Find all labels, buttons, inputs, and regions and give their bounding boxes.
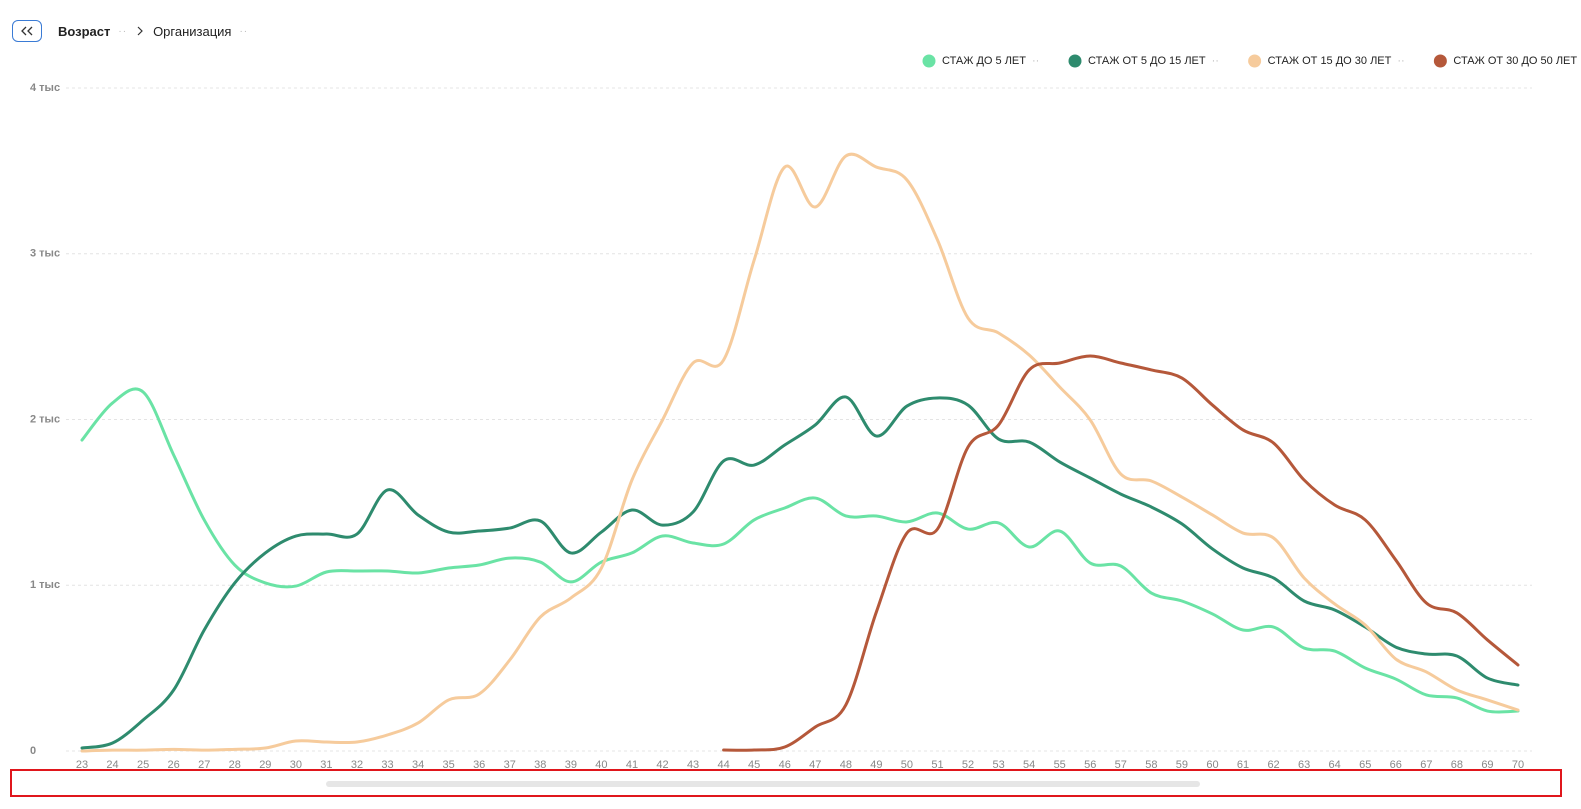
legend-item[interactable]: СТАЖ ОТ 30 ДО 50 ЛЕТ·· [1433,54,1581,68]
x-tick-label: 50 [901,759,913,771]
x-tick-label: 64 [1329,759,1341,771]
x-tick-label: 27 [198,759,210,771]
x-tick-label: 67 [1420,759,1432,771]
separator [137,26,143,36]
legend-label: СТАЖ ОТ 30 ДО 50 ЛЕТ [1453,55,1577,67]
x-tick-label: 60 [1206,759,1218,771]
x-tick-label: 70 [1512,759,1524,771]
x-tick-label: 47 [809,759,821,771]
y-tick-label: 2 тыс [30,413,60,425]
x-tick-label: 39 [565,759,577,771]
x-tick-label: 42 [656,759,668,771]
legend-label: СТАЖ ОТ 5 ДО 15 ЛЕТ [1088,55,1206,67]
x-tick-label: 49 [870,759,882,771]
scrollbar-thumb[interactable] [326,781,1200,787]
x-tick-label: 31 [320,759,332,771]
x-tick-label: 57 [1115,759,1127,771]
x-tick-label: 54 [1023,759,1035,771]
x-tick-label: 35 [443,759,455,771]
x-tick-label: 38 [534,759,546,771]
x-tick-label: 59 [1176,759,1188,771]
legend-swatch [922,54,936,68]
x-tick-label: 45 [748,759,760,771]
x-tick-label: 26 [168,759,180,771]
x-tick-label: 55 [1054,759,1066,771]
x-tick-label: 61 [1237,759,1249,771]
x-tick-label: 28 [229,759,241,771]
x-tick-label: 41 [626,759,638,771]
x-tick-label: 56 [1084,759,1096,771]
x-tick-label: 68 [1451,759,1463,771]
legend-item[interactable]: СТАЖ ДО 5 ЛЕТ ·· [922,54,1040,68]
series-line [722,354,1520,752]
menu-dots[interactable]: ·· [239,25,249,37]
highlight-box [10,769,1562,797]
menu-dots[interactable]: ·· [118,25,128,37]
x-tick-label: 34 [412,759,424,771]
legend-label: СТАЖ ДО 5 ЛЕТ [942,55,1026,67]
breadcrumb-item[interactable]: Организация [153,23,232,39]
series-line [80,152,1520,753]
breadcrumbs: Возраст ·· Организация ·· [12,19,256,43]
legend-label: СТАЖ ОТ 15 ДО 30 ЛЕТ [1268,55,1392,67]
x-tick-label: 40 [595,759,607,771]
x-tick-label: 30 [290,759,302,771]
x-tick-label: 48 [840,759,852,771]
x-tick-label: 43 [687,759,699,771]
x-tick-label: 62 [1267,759,1279,771]
legend-item[interactable]: СТАЖ ОТ 15 ДО 30 ЛЕТ ·· [1248,54,1405,68]
x-tick-label: 23 [76,759,88,771]
series-line [80,395,1520,750]
x-tick-label: 52 [962,759,974,771]
x-tick-label: 36 [473,759,485,771]
back-button[interactable] [12,20,42,42]
back-icon [21,26,33,36]
legend: СТАЖ ДО 5 ЛЕТ ·· СТАЖ ОТ 5 ДО 15 ЛЕТ ·· СТАЖ… [922,54,1581,68]
y-tick-label: 1 тыс [30,579,60,591]
series-line [80,387,1520,714]
x-tick-label: 63 [1298,759,1310,771]
legend-swatch [1068,54,1082,68]
x-tick-label: 51 [931,759,943,771]
legend-swatch [1433,54,1447,68]
x-tick-label: 66 [1390,759,1402,771]
x-tick-label: 58 [1145,759,1157,771]
x-tick-label: 65 [1359,759,1371,771]
y-tick-label: 4 тыс [30,82,60,94]
x-tick-label: 24 [106,759,118,771]
breadcrumb-item[interactable]: Возраст [58,23,111,39]
menu-dots: ·· [1397,55,1404,67]
menu-dots: ·· [1032,55,1039,67]
x-tick-label: 53 [992,759,1004,771]
x-tick-label: 46 [779,759,791,771]
legend-item[interactable]: СТАЖ ОТ 5 ДО 15 ЛЕТ ·· [1068,54,1219,68]
x-tick-label: 33 [381,759,393,771]
x-tick-label: 29 [259,759,271,771]
menu-dots: ·· [1212,55,1219,67]
x-tick-label: 32 [351,759,363,771]
y-tick-label: 0 [30,745,36,757]
x-tick-label: 37 [504,759,516,771]
x-tick-label: 69 [1481,759,1493,771]
x-tick-label: 25 [137,759,149,771]
y-tick-label: 3 тыс [30,248,60,260]
legend-swatch [1248,54,1262,68]
x-tick-label: 44 [717,759,729,771]
